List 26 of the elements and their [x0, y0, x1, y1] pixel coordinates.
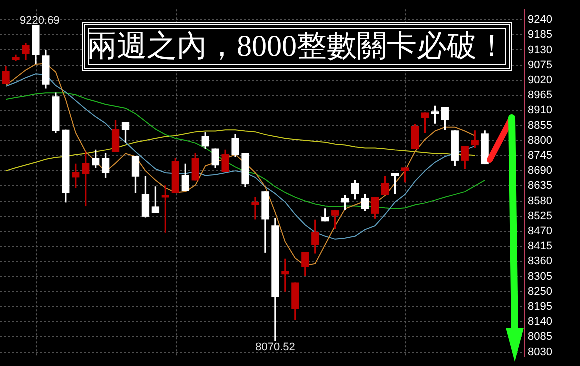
- y-tick-label: 8745: [528, 150, 552, 162]
- annotation: 8070.52: [256, 342, 296, 354]
- y-tick-label: 8525: [528, 210, 552, 222]
- y-tick-label: 9130: [528, 44, 552, 56]
- y-tick-label: 8965: [528, 90, 552, 102]
- y-tick-label: 8030: [528, 346, 552, 358]
- y-tick-label: 9185: [528, 29, 552, 42]
- y-tick-label: 8470: [528, 225, 552, 238]
- y-tick-label: 8250: [528, 286, 552, 298]
- y-tick-label: 8085: [528, 331, 552, 344]
- y-tick-label: 8580: [528, 195, 552, 208]
- y-tick-label: 8910: [528, 104, 552, 117]
- y-tick-label: 8800: [528, 134, 552, 147]
- y-tick-label: 8415: [528, 240, 552, 253]
- y-tick-label: 8305: [528, 270, 552, 283]
- y-tick-label: 8635: [528, 180, 552, 192]
- y-tick-label: 8140: [528, 316, 552, 328]
- y-tick-label: 9020: [528, 74, 552, 86]
- y-tick-label: 9240: [528, 14, 552, 26]
- y-tick-label: 8690: [528, 165, 552, 178]
- text: 兩週之內，8000整數關卡必破！: [82, 22, 512, 71]
- annotation: 9220.69: [20, 14, 60, 27]
- y-tick-label: 8855: [528, 120, 552, 132]
- y-tick-label: 8195: [528, 301, 552, 314]
- y-tick-label: 9075: [528, 59, 552, 72]
- y-tick-label: 8360: [528, 256, 552, 268]
